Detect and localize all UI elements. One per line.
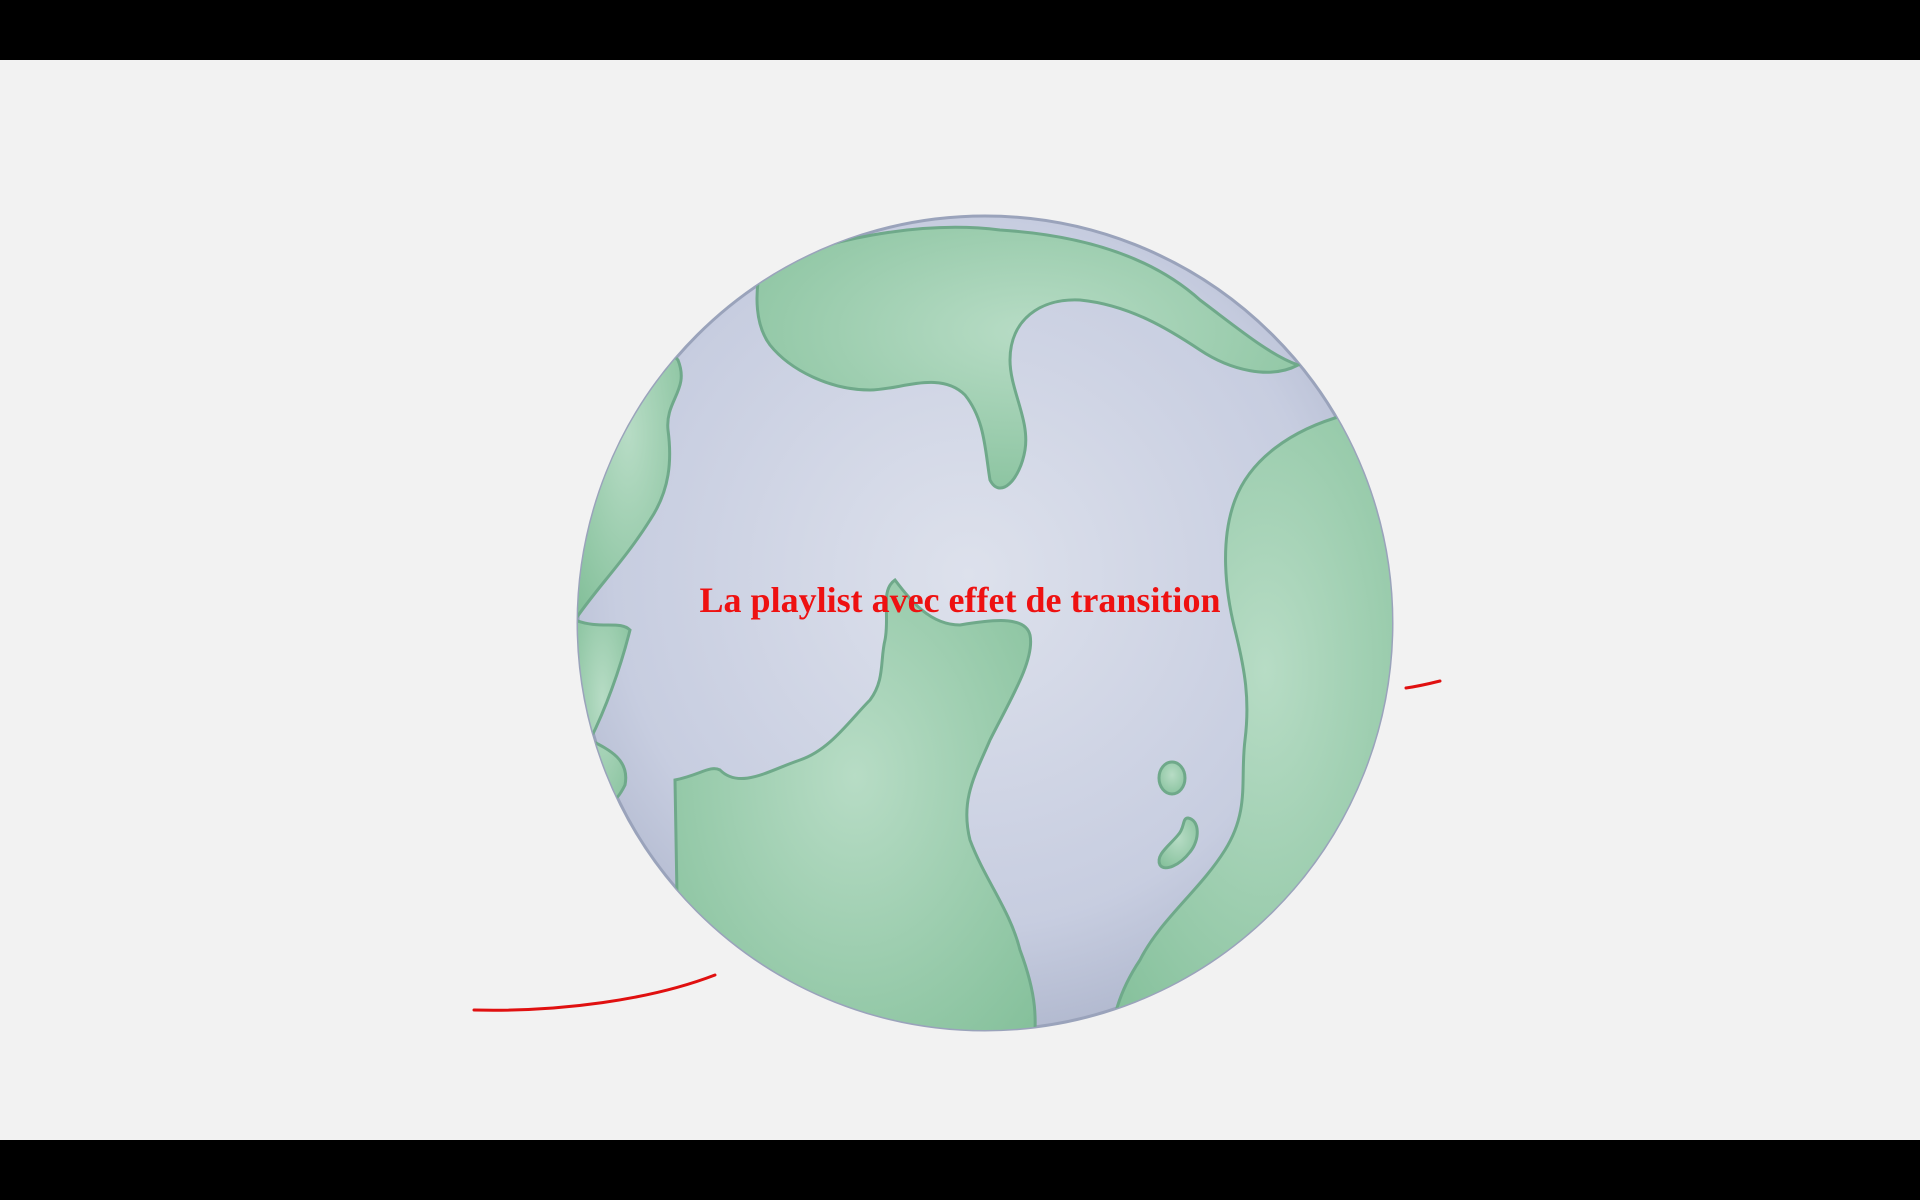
- video-title-overlay: La playlist avec effet de transition: [699, 580, 1221, 620]
- video-player[interactable]: La playlist avec effet de transition: [0, 60, 1920, 1140]
- globe-illustration: [472, 214, 1442, 1032]
- letterbox-top: [0, 0, 1920, 60]
- globe-icon: [576, 214, 1394, 1032]
- island-2: [1157, 816, 1199, 870]
- continent-north: [755, 225, 1302, 490]
- orbit-stroke-left: [472, 973, 717, 1012]
- continent-central: [673, 577, 1037, 1030]
- letterbox-bottom: [0, 1140, 1920, 1200]
- orbit-stroke-right: [1404, 679, 1442, 690]
- island-1: [1157, 760, 1187, 796]
